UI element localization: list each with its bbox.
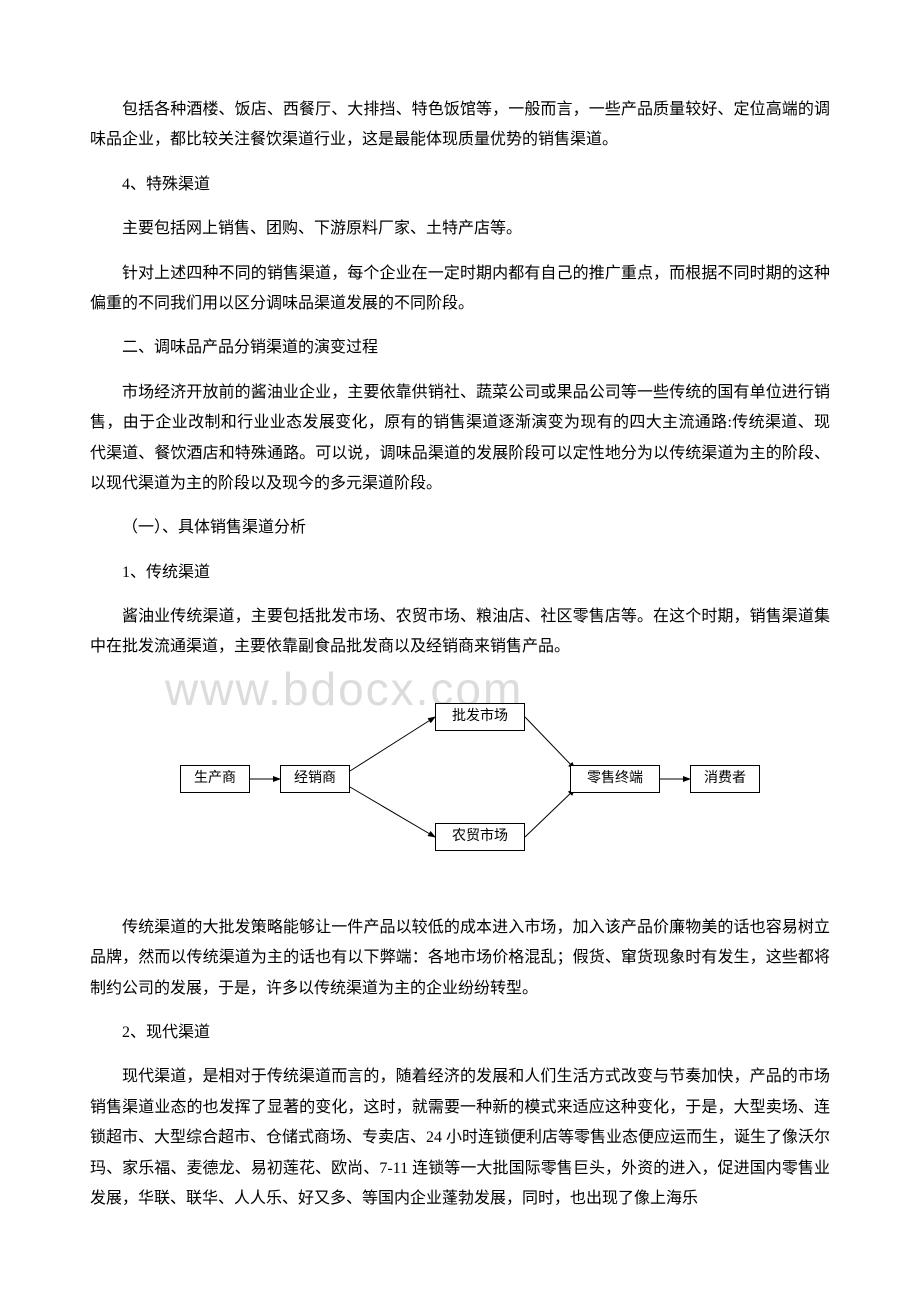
node-producer: 生产商 <box>180 765 250 793</box>
body-paragraph: 主要包括网上销售、团购、下游原料厂家、土特产店等。 <box>90 214 830 244</box>
node-distributor: 经销商 <box>280 765 350 793</box>
body-paragraph: 现代渠道，是相对于传统渠道而言的，随着经济的发展和人们生活方式改变与节奏加快，产… <box>90 1062 830 1214</box>
node-label: 批发市场 <box>452 704 508 731</box>
node-label: 消费者 <box>704 766 746 793</box>
document-content: 包括各种酒楼、饭店、西餐厅、大排挡、特色饭馆等，一般而言，一些产品质量较好、定位… <box>90 95 830 1214</box>
body-paragraph: 针对上述四种不同的销售渠道，每个企业在一定时期内都有自己的推广重点，而根据不同时… <box>90 259 830 320</box>
section-heading: 4、特殊渠道 <box>90 170 830 200</box>
node-label: 生产商 <box>194 766 236 793</box>
body-paragraph: 传统渠道的大批发策略能够让一件产品以较低的成本进入市场，加入该产品价廉物美的话也… <box>90 913 830 1004</box>
node-label: 农贸市场 <box>452 824 508 851</box>
body-paragraph: 市场经济开放前的酱油业企业，主要依靠供销社、蔬菜公司或果品公司等一些传统的国有单… <box>90 378 830 500</box>
node-consumer: 消费者 <box>690 765 760 793</box>
body-paragraph: 包括各种酒楼、饭店、西餐厅、大排挡、特色饭馆等，一般而言，一些产品质量较好、定位… <box>90 95 830 156</box>
node-farmers: 农贸市场 <box>435 823 525 851</box>
node-retail: 零售终端 <box>570 765 660 793</box>
section-heading: 2、现代渠道 <box>90 1018 830 1048</box>
section-heading: 1、传统渠道 <box>90 558 830 588</box>
section-heading: （一）、具体销售渠道分析 <box>90 513 830 543</box>
node-wholesale: 批发市场 <box>435 703 525 731</box>
body-paragraph: 酱油业传统渠道，主要包括批发市场、农贸市场、粮油店、社区零售店等。在这个时期，销… <box>90 602 830 663</box>
node-label: 零售终端 <box>587 766 643 793</box>
channel-flowchart: 生产商 经销商 批发市场 农贸市场 零售终端 消费者 <box>180 693 740 873</box>
section-heading: 二、调味品产品分销渠道的演变过程 <box>90 333 830 363</box>
node-label: 经销商 <box>294 766 336 793</box>
